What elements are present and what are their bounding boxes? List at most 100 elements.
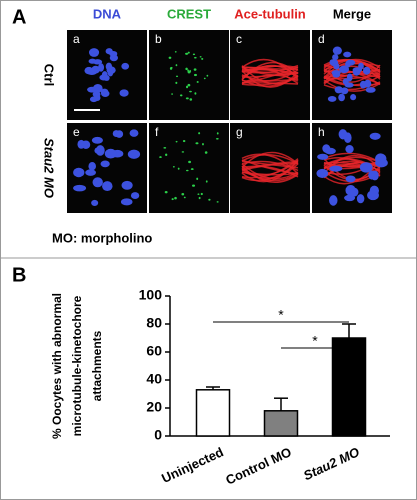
blob — [345, 175, 356, 183]
blob — [343, 51, 352, 58]
blob — [87, 86, 97, 93]
blob — [196, 177, 199, 181]
y-tick-label: 20 — [146, 399, 162, 415]
blob — [198, 132, 201, 135]
panel-letter: d — [318, 32, 325, 46]
blob — [115, 130, 124, 138]
blob — [84, 66, 94, 75]
note: MO: morpholino — [52, 230, 152, 245]
fiber — [241, 78, 299, 82]
fiber — [323, 159, 381, 185]
blob — [200, 192, 203, 196]
blob — [171, 93, 173, 95]
blob — [317, 153, 329, 160]
blob — [202, 143, 204, 146]
blob — [332, 46, 342, 55]
panel-letter: b — [155, 32, 162, 46]
y-tick-label: 0 — [154, 427, 162, 443]
blob — [367, 190, 379, 201]
blob — [339, 65, 350, 74]
blob — [91, 136, 103, 144]
blob — [370, 170, 379, 181]
blob — [175, 75, 179, 78]
blob — [159, 156, 162, 159]
blob — [94, 147, 103, 154]
blob — [194, 92, 197, 95]
blob — [91, 65, 101, 74]
blob — [208, 198, 211, 201]
micrograph: b — [149, 30, 229, 120]
blob — [334, 86, 343, 94]
blob — [175, 64, 178, 67]
blob — [163, 147, 167, 149]
blob — [350, 94, 357, 101]
blob — [196, 81, 199, 83]
blob — [322, 144, 331, 153]
blob — [130, 192, 140, 199]
blob — [85, 169, 96, 176]
fiber — [323, 79, 381, 92]
blob — [109, 54, 119, 62]
significance-label: * — [278, 307, 284, 323]
blob — [91, 199, 99, 206]
micrograph: a — [67, 30, 147, 120]
blob — [172, 166, 175, 168]
y-tick-label: 100 — [139, 287, 163, 303]
blob — [175, 81, 178, 85]
blob — [165, 153, 168, 157]
blob — [345, 145, 354, 154]
blob — [129, 129, 139, 137]
significance-label: * — [312, 333, 318, 349]
bar — [331, 337, 367, 437]
micrograph-bg — [149, 123, 229, 213]
blob — [101, 90, 110, 97]
micrograph: g — [230, 123, 310, 213]
blob — [177, 167, 180, 170]
blob — [331, 70, 341, 76]
blob — [369, 132, 381, 140]
micrograph: f — [149, 123, 229, 213]
row-header: Ctrl — [42, 64, 57, 86]
blob — [107, 67, 114, 77]
blob — [121, 180, 133, 190]
y-tick-label: 60 — [146, 343, 162, 359]
blob — [102, 181, 113, 192]
micrograph: h — [312, 123, 392, 213]
blob — [182, 139, 186, 143]
blob — [193, 68, 197, 71]
blob — [187, 83, 191, 87]
blob — [181, 151, 185, 153]
blob — [359, 80, 367, 89]
blob — [192, 53, 196, 56]
blob — [194, 56, 197, 59]
blob — [198, 196, 201, 200]
blob — [188, 160, 192, 164]
blob — [183, 196, 186, 199]
blob — [120, 198, 133, 206]
blob — [189, 90, 192, 93]
blob — [168, 56, 172, 59]
blob — [205, 180, 208, 183]
fiber — [323, 65, 381, 80]
panel-letter: g — [236, 125, 243, 139]
blob — [195, 142, 199, 145]
blob — [342, 78, 349, 85]
y-axis-label: % Oocytes with abnormal — [50, 293, 64, 439]
blob — [327, 96, 337, 102]
blob — [179, 94, 183, 97]
blob — [174, 51, 177, 53]
panel-letter: c — [236, 32, 242, 46]
panel-letter: f — [155, 125, 159, 139]
blob — [199, 56, 202, 58]
fiber — [241, 74, 299, 87]
panel-letter: h — [318, 125, 325, 139]
blob — [99, 74, 109, 81]
y-axis-label: microtubule-kinetochore — [70, 295, 84, 436]
blob — [88, 161, 96, 171]
panel-letter: a — [73, 32, 80, 46]
blob — [203, 77, 206, 80]
blob — [92, 59, 103, 65]
fiber — [241, 160, 299, 172]
blob — [127, 149, 141, 159]
